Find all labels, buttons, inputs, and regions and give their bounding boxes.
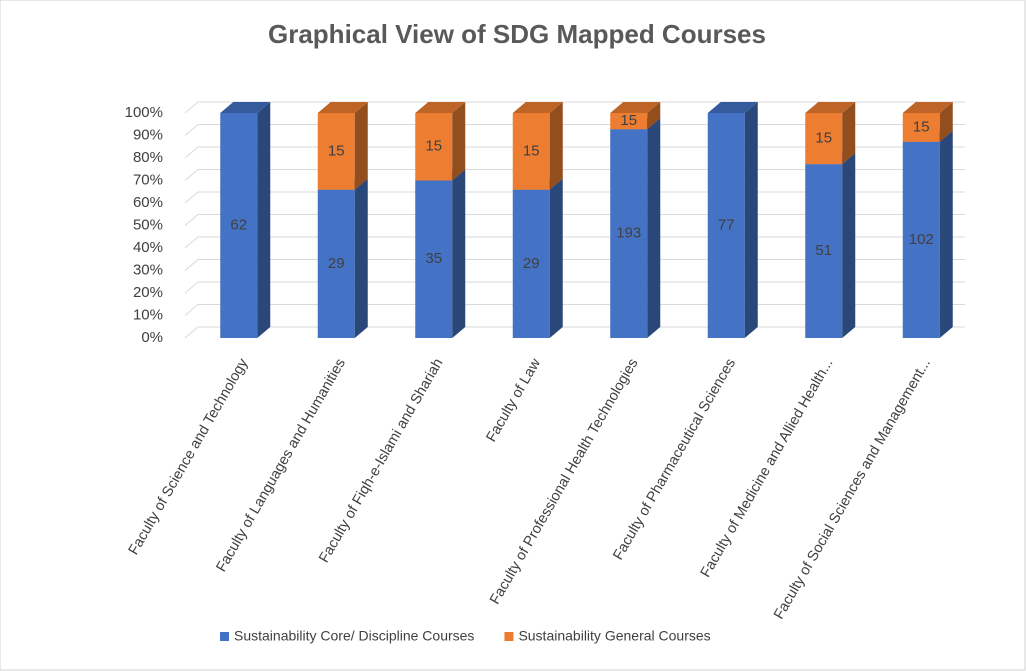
bar-top xyxy=(902,102,953,113)
bar-top xyxy=(707,102,758,113)
y-tick-label: 40% xyxy=(133,239,163,256)
bar-side xyxy=(452,102,466,181)
bar-side xyxy=(452,169,466,338)
bar xyxy=(805,113,843,165)
bar-side xyxy=(842,153,856,338)
bar-top xyxy=(317,102,368,113)
bar-top xyxy=(805,102,856,113)
data-label: 77 xyxy=(718,216,735,233)
bar xyxy=(805,164,843,338)
bar-top xyxy=(220,102,271,113)
data-label: 29 xyxy=(523,255,540,272)
bar-side xyxy=(939,130,953,338)
bar xyxy=(415,113,453,181)
data-label: 15 xyxy=(523,142,540,159)
data-label: 193 xyxy=(616,225,641,242)
legend-label: Sustainability General Courses xyxy=(518,628,710,644)
bar-side xyxy=(257,102,271,338)
y-tick-label: 100% xyxy=(125,104,163,121)
y-tick-label: 80% xyxy=(133,149,163,166)
data-label: 29 xyxy=(328,255,345,272)
grid-line xyxy=(184,101,965,114)
legend-swatch xyxy=(504,632,514,641)
bar xyxy=(317,189,355,338)
data-label: 15 xyxy=(328,142,345,159)
bar-side xyxy=(744,102,758,338)
bar-top xyxy=(415,102,466,113)
y-tick-label: 90% xyxy=(133,126,163,143)
data-label: 15 xyxy=(425,138,442,155)
legend-label: Sustainability Core/ Discipline Courses xyxy=(234,628,474,644)
data-label: 102 xyxy=(909,231,934,248)
data-label: 15 xyxy=(620,112,637,129)
bar-side xyxy=(354,102,368,190)
data-label: 35 xyxy=(425,250,442,267)
legend-swatch xyxy=(220,632,229,641)
bar-side xyxy=(647,102,661,130)
y-tick-label: 10% xyxy=(133,306,163,323)
chart-title: Graphical View of SDG Mapped Courses xyxy=(268,19,766,49)
y-tick-label: 20% xyxy=(133,284,163,301)
bar xyxy=(902,141,940,338)
bar xyxy=(220,113,258,338)
y-tick-label: 70% xyxy=(133,171,163,188)
bar xyxy=(707,113,745,338)
bar xyxy=(610,113,648,130)
bar-side xyxy=(647,118,661,339)
y-tick-label: 0% xyxy=(141,329,163,346)
data-label: 15 xyxy=(815,130,832,147)
bar xyxy=(512,113,550,190)
bar xyxy=(512,189,550,338)
bar-side xyxy=(549,102,563,190)
bar-top xyxy=(512,102,563,113)
bar-top xyxy=(610,102,661,113)
bar xyxy=(317,113,355,190)
bar-side xyxy=(354,178,368,338)
data-label: 62 xyxy=(230,216,247,233)
bar xyxy=(610,129,648,338)
bar-side xyxy=(842,102,856,165)
bar-side xyxy=(549,178,563,338)
y-tick-label: 60% xyxy=(133,194,163,211)
bar xyxy=(902,113,940,142)
y-tick-label: 50% xyxy=(133,216,163,233)
data-label: 51 xyxy=(815,242,832,259)
bar-side xyxy=(939,102,953,142)
y-tick-label: 30% xyxy=(133,261,163,278)
bar xyxy=(415,180,453,338)
data-label: 15 xyxy=(913,118,930,135)
